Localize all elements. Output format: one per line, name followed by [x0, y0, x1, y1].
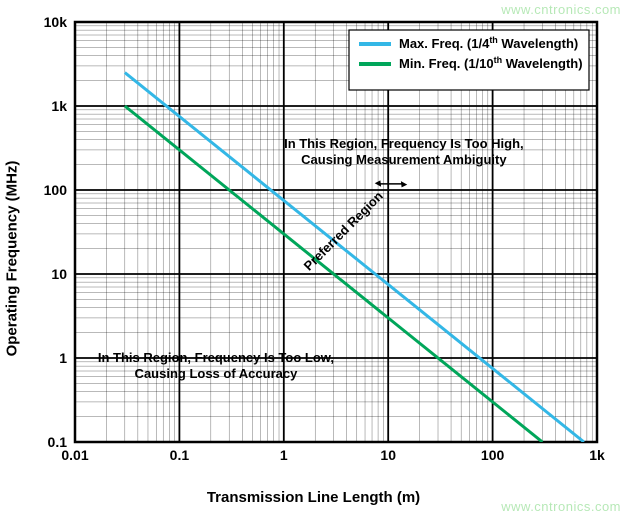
annotation-too_high: In This Region, Frequency Is Too High,Ca…	[284, 136, 524, 167]
y-tick-label: 10	[51, 266, 67, 282]
x-tick-label: 0.1	[170, 447, 190, 463]
legend-label-min_freq: Min. Freq. (1/10th Wavelength)	[399, 55, 583, 71]
svg-text:Causing Loss of Accuracy: Causing Loss of Accuracy	[135, 366, 299, 381]
legend-swatch-min_freq	[359, 62, 391, 66]
legend: Max. Freq. (1/4th Wavelength) Min. Freq. …	[349, 30, 589, 90]
y-tick-label: 0.1	[48, 434, 68, 450]
chart-svg: 0.010.11101001k0.11101001k10kIn This Reg…	[0, 0, 627, 516]
svg-text:In This Region, Frequency Is T: In This Region, Frequency Is Too High,	[284, 136, 524, 151]
y-tick-label: 100	[44, 182, 68, 198]
x-axis-label: Transmission Line Length (m)	[0, 489, 627, 506]
y-axis-label: Operating Frequency (MHz)	[0, 0, 27, 516]
x-tick-label: 1k	[589, 447, 605, 463]
x-tick-label: 100	[481, 447, 505, 463]
svg-text:In This Region, Frequency Is T: In This Region, Frequency Is Too Low,	[98, 350, 334, 365]
svg-text:Preferred Region: Preferred Region	[301, 188, 386, 273]
series-max_freq	[125, 73, 584, 442]
y-tick-label: 1k	[51, 98, 67, 114]
legend-swatch-max_freq	[359, 42, 391, 46]
y-tick-label: 1	[59, 350, 67, 366]
x-tick-label: 1	[280, 447, 288, 463]
y-tick-label: 10k	[44, 14, 68, 30]
y-axis-label-text: Operating Frequency (MHz)	[4, 160, 21, 356]
chart-root: { "chart": { "type": "line", "title": nu…	[0, 0, 627, 516]
x-axis-label-text: Transmission Line Length (m)	[207, 489, 420, 506]
x-tick-label: 10	[380, 447, 396, 463]
legend-label-max_freq: Max. Freq. (1/4th Wavelength)	[399, 35, 578, 51]
annotation-preferred: Preferred Region	[298, 168, 407, 277]
svg-text:Causing Measurement Ambiguity: Causing Measurement Ambiguity	[301, 152, 507, 167]
